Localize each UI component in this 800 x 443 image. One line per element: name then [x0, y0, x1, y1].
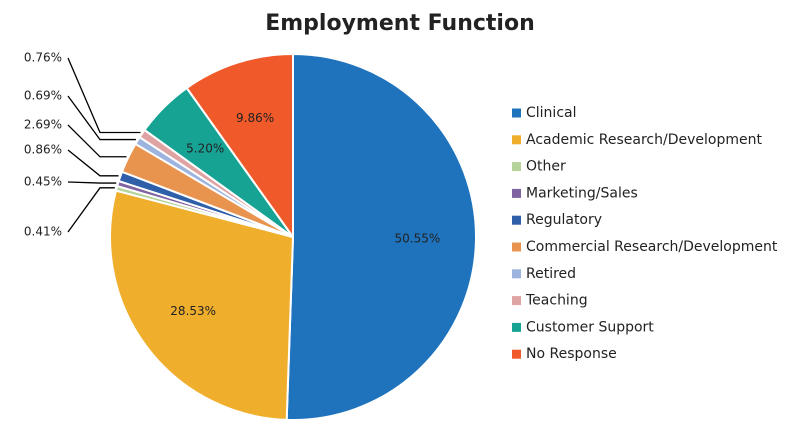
- data-label: 5.20%: [186, 141, 224, 155]
- legend-label: Retired: [526, 266, 576, 282]
- legend-swatch: [512, 296, 521, 306]
- legend-label: Clinical: [526, 105, 576, 121]
- legend-label: No Response: [526, 346, 617, 362]
- leader-line: [67, 95, 136, 141]
- legend-label: Other: [526, 159, 566, 175]
- leader-line: [67, 124, 127, 158]
- legend-swatch: [512, 349, 521, 359]
- pie-slice: [185, 52, 294, 241]
- data-label: 0.41%: [24, 225, 62, 239]
- data-label: 50.55%: [395, 232, 441, 246]
- legend-swatch: [512, 135, 521, 145]
- data-label: 0.45%: [24, 175, 62, 189]
- legend-swatch: [512, 188, 521, 198]
- leader-line: [67, 181, 117, 184]
- legend-swatch: [512, 242, 521, 252]
- data-label: 9.86%: [236, 111, 274, 125]
- pie-slice: [285, 52, 477, 421]
- leader-line: [67, 187, 115, 233]
- legend-swatch: [512, 215, 521, 225]
- legend-label: Academic Research/Development: [526, 132, 762, 148]
- legend-swatch: [512, 108, 521, 118]
- legend-label: Marketing/Sales: [526, 185, 638, 201]
- leader-line: [67, 57, 141, 134]
- leader-line: [67, 149, 119, 177]
- legend-swatch: [512, 162, 521, 172]
- pie-slice: [109, 189, 295, 421]
- data-label: 0.86%: [24, 143, 62, 157]
- chart-title: Employment Function: [265, 11, 535, 36]
- legend-swatch: [512, 269, 521, 279]
- legend-label: Customer Support: [526, 319, 654, 335]
- data-label: 0.76%: [24, 51, 62, 65]
- data-label: 0.69%: [24, 89, 62, 103]
- legend-label: Regulatory: [526, 212, 602, 228]
- legend-swatch: [512, 322, 521, 332]
- legend-label: Teaching: [525, 293, 588, 309]
- data-label: 2.69%: [24, 118, 62, 132]
- legend-label: Commercial Research/Development: [526, 239, 778, 255]
- data-label: 28.53%: [170, 304, 216, 318]
